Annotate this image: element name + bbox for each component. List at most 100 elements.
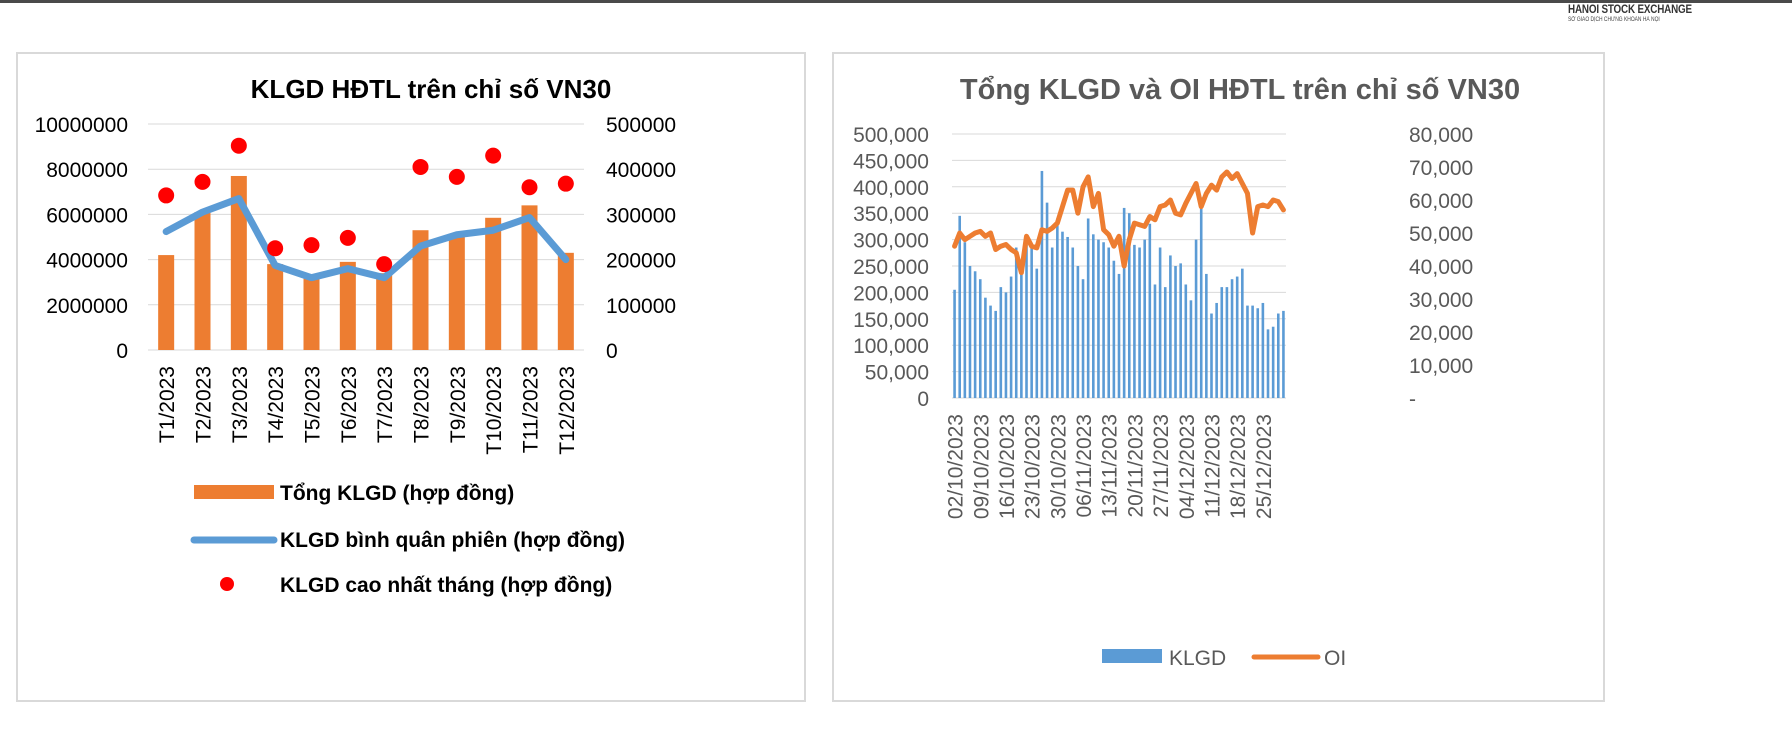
x-axis-tick: 27/11/2023 [1150,414,1173,518]
max-volume-dot [412,158,429,175]
total-volume-bar [485,217,502,350]
klgd-bar [1205,273,1208,398]
klgd-bar [1220,287,1224,398]
klgd-bar [1225,287,1229,398]
right-axis-tick: 400000 [606,159,676,182]
klgd-bar [1081,279,1085,398]
klgd-bar [1009,276,1013,398]
klgd-bar [1112,260,1116,398]
left-axis-tick: 2000000 [46,295,128,318]
klgd-bar [1210,313,1213,398]
klgd-bar [1117,273,1121,398]
legend-label-max: KLGD cao nhất tháng (hợp đồng) [280,574,612,597]
left-axis-tick: 250,000 [853,256,929,279]
total-volume-bar [303,275,320,350]
klgd-bar [1271,326,1275,398]
legend-swatch-dot [220,577,234,591]
logo-sub-text: SỞ GIAO DỊCH CHỨNG KHOÁN HÀ NỘI [1568,17,1660,23]
x-axis-tick: T1/2023 [156,366,179,443]
klgd-bar [1261,302,1265,398]
max-volume-dots [158,137,574,273]
klgd-bar [1148,223,1152,398]
klgd-bar [989,305,992,398]
total-volume-bar [230,175,247,350]
x-axis-tick: 09/10/2023 [970,414,993,519]
x-axis-tick: T2/2023 [193,366,216,443]
x-axis-tick: 02/10/2023 [945,414,968,519]
x-axis-tick: T7/2023 [374,366,397,443]
max-volume-dot [521,179,538,196]
max-volume-dot [485,147,502,164]
klgd-bar [1025,244,1028,398]
legend-label-klgd: KLGD [1169,647,1226,670]
klgd-bar [1189,300,1193,398]
daily-volume-oi-chart-panel: 500,000 450,000 400,000 350,000 300,000 250,0… [832,52,1605,702]
klgd-bar [1163,287,1167,398]
max-volume-dot [448,168,465,185]
x-axis-tick: 30/10/2023 [1047,414,1070,519]
x-axis-tick: 25/12/2023 [1253,414,1276,519]
right-axis-tick: 100000 [606,295,676,318]
max-volume-dot [557,175,574,192]
left-axis-tick: 0 [917,388,929,411]
klgd-bar [1127,213,1131,398]
left-axis-labels: 500,000 450,000 400,000 350,000 300,000 250,0… [853,124,929,411]
right-axis-tick: 60,000 [1409,190,1473,213]
right-axis-tick: 300000 [606,204,676,227]
left-axis-tick: 0 [116,340,128,363]
total-volume-bars [158,175,574,350]
klgd-bar [968,266,972,398]
klgd-bar [1235,276,1239,398]
klgd-bar [958,215,962,398]
total-volume-bar [521,205,538,350]
klgd-bar [973,271,977,398]
klgd-bar [1174,266,1177,398]
klgd-bar [1153,284,1157,398]
daily-volume-oi-chart: 500,000 450,000 400,000 350,000 300,000 250,0… [853,74,1520,670]
klgd-bar [1086,218,1090,398]
klgd-bar [984,297,987,398]
klgd-bar [1092,234,1095,398]
klgd-bar [1030,247,1033,398]
klgd-bar [1230,279,1234,398]
x-axis-tick: T8/2023 [411,366,434,443]
right-axis-tick: 30,000 [1409,289,1473,312]
right-axis-labels: 80,000 70,000 60,000 50,000 40,000 30,000 20,0… [1409,124,1473,411]
klgd-bar [1266,329,1270,398]
left-axis-tick: 150,000 [853,309,929,332]
x-axis-tick: T3/2023 [229,366,252,443]
total-volume-bar [267,264,284,350]
max-volume-dot [303,237,320,254]
legend-swatch-bar [194,485,274,499]
gridlines [148,123,584,351]
left-axis-tick: 8000000 [46,159,128,182]
total-volume-bar [339,261,356,350]
left-axis-tick: 50,000 [865,362,929,385]
left-axis-tick: 100,000 [853,335,929,358]
max-volume-dot [158,187,175,204]
x-axis-tick: T12/2023 [556,366,579,455]
klgd-bar [1102,242,1105,398]
klgd-bar [1241,268,1244,398]
klgd-bar [1276,313,1280,398]
x-axis-tick: T9/2023 [447,366,470,443]
klgd-bars [953,170,1285,398]
klgd-bar [1035,268,1039,398]
right-axis-tick: 10,000 [1409,355,1473,378]
klgd-bar [1020,268,1023,398]
right-axis-tick: 40,000 [1409,256,1473,279]
left-axis-tick: 450,000 [853,150,929,173]
x-axis-tick: 16/10/2023 [996,414,1019,519]
klgd-bar [1158,247,1162,398]
klgd-bar [953,289,956,398]
klgd-bar [1045,202,1049,398]
klgd-bar [1138,247,1141,398]
klgd-bar [1169,255,1172,398]
total-volume-bar [376,273,393,350]
legend-label-total: Tổng KLGD (hợp đồng) [280,482,514,505]
klgd-bar [1199,197,1203,398]
klgd-bar [1004,292,1008,398]
klgd-bar [1179,263,1182,398]
klgd-bar [1076,266,1080,398]
avg-volume-line [162,195,570,282]
